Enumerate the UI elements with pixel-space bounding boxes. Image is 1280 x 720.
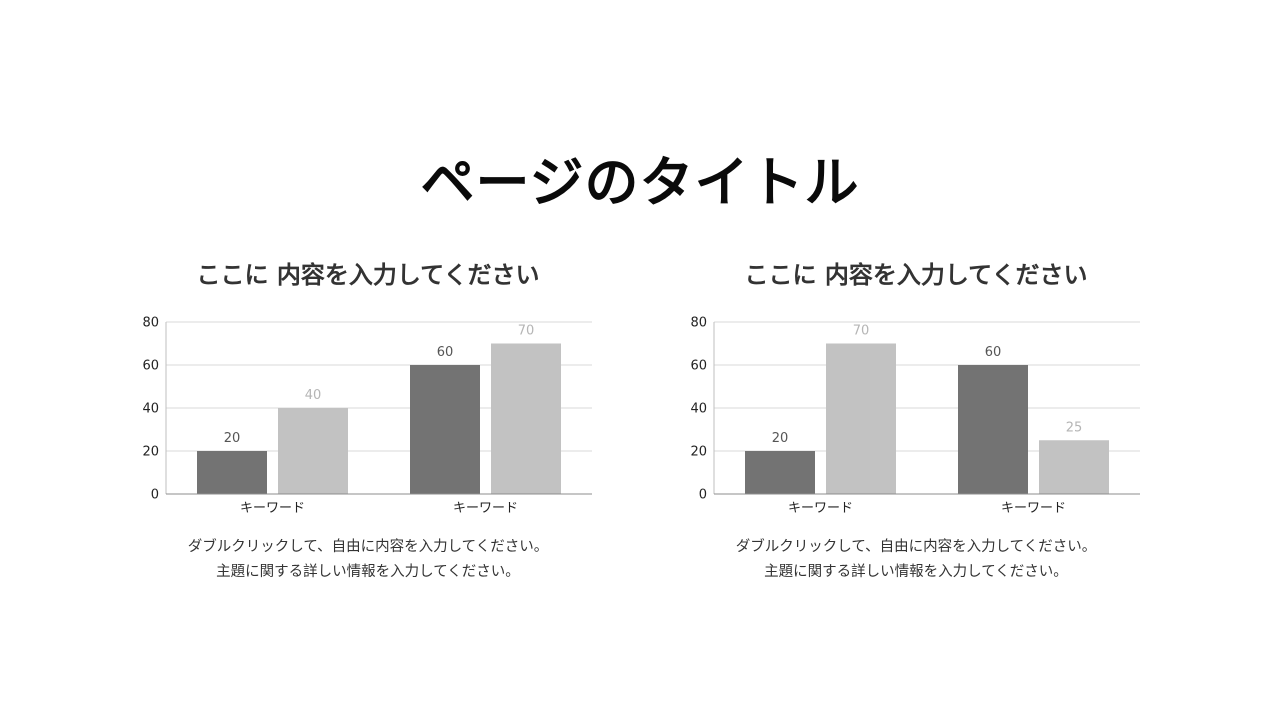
y-tick-label: 40 — [142, 402, 159, 417]
panel-caption: ダブルクリックして、自由に内容を入力してください。 主題に関する詳しい情報を入力… — [666, 535, 1166, 585]
data-label: 40 — [305, 388, 322, 403]
bar — [958, 365, 1028, 494]
bar-chart-right: 0 20 40 60 80 20 70 キーワード 60 25 キーワード — [690, 316, 1140, 516]
bar — [410, 365, 480, 494]
x-category-label: キーワード — [1001, 501, 1066, 516]
panel-heading: ここに 内容を入力してください — [744, 261, 1088, 289]
bar — [1039, 440, 1109, 494]
x-category-label: キーワード — [240, 501, 305, 516]
data-label: 70 — [853, 324, 870, 339]
panel-heading: ここに 内容を入力してください — [196, 261, 540, 289]
bar — [197, 451, 267, 494]
y-tick-label: 60 — [142, 359, 159, 374]
y-tick-label: 20 — [142, 445, 159, 460]
bar — [491, 343, 561, 494]
data-label: 20 — [224, 431, 241, 446]
bar-chart-left: 0 20 40 60 80 20 40 キーワード 60 70 キーワード — [142, 316, 592, 516]
data-label: 60 — [985, 345, 1002, 360]
x-category-label: キーワード — [788, 501, 853, 516]
y-tick-label: 40 — [690, 402, 707, 417]
caption-line-2: 主題に関する詳しい情報を入力してください。 — [764, 564, 1068, 580]
chart-panel-right: ここに 内容を入力してください 0 20 40 60 80 20 70 キーワード 60 25 キー… — [666, 250, 1166, 590]
caption-line-1: ダブルクリックして、自由に内容を入力してください。 — [735, 539, 1097, 555]
x-category-label: キーワード — [453, 501, 518, 516]
y-tick-label: 80 — [690, 316, 707, 331]
caption-line-1: ダブルクリックして、自由に内容を入力してください。 — [187, 539, 549, 555]
bar — [278, 408, 348, 494]
data-label: 20 — [772, 431, 789, 446]
y-tick-label: 0 — [151, 488, 159, 503]
y-tick-label: 0 — [699, 488, 707, 503]
caption-line-2: 主題に関する詳しい情報を入力してください。 — [216, 564, 520, 580]
data-label: 60 — [437, 345, 454, 360]
chart-panel-left: ここに 内容を入力してください 0 20 40 60 80 20 40 キーワード 60 70 キー… — [118, 250, 618, 590]
page-title: ページのタイトル — [420, 151, 860, 214]
bar — [826, 343, 896, 494]
bar — [745, 451, 815, 494]
panel-caption: ダブルクリックして、自由に内容を入力してください。 主題に関する詳しい情報を入力… — [118, 535, 618, 585]
data-label: 70 — [518, 324, 535, 339]
y-tick-label: 20 — [690, 445, 707, 460]
y-tick-label: 80 — [142, 316, 159, 331]
data-label: 25 — [1066, 420, 1083, 435]
y-tick-label: 60 — [690, 359, 707, 374]
